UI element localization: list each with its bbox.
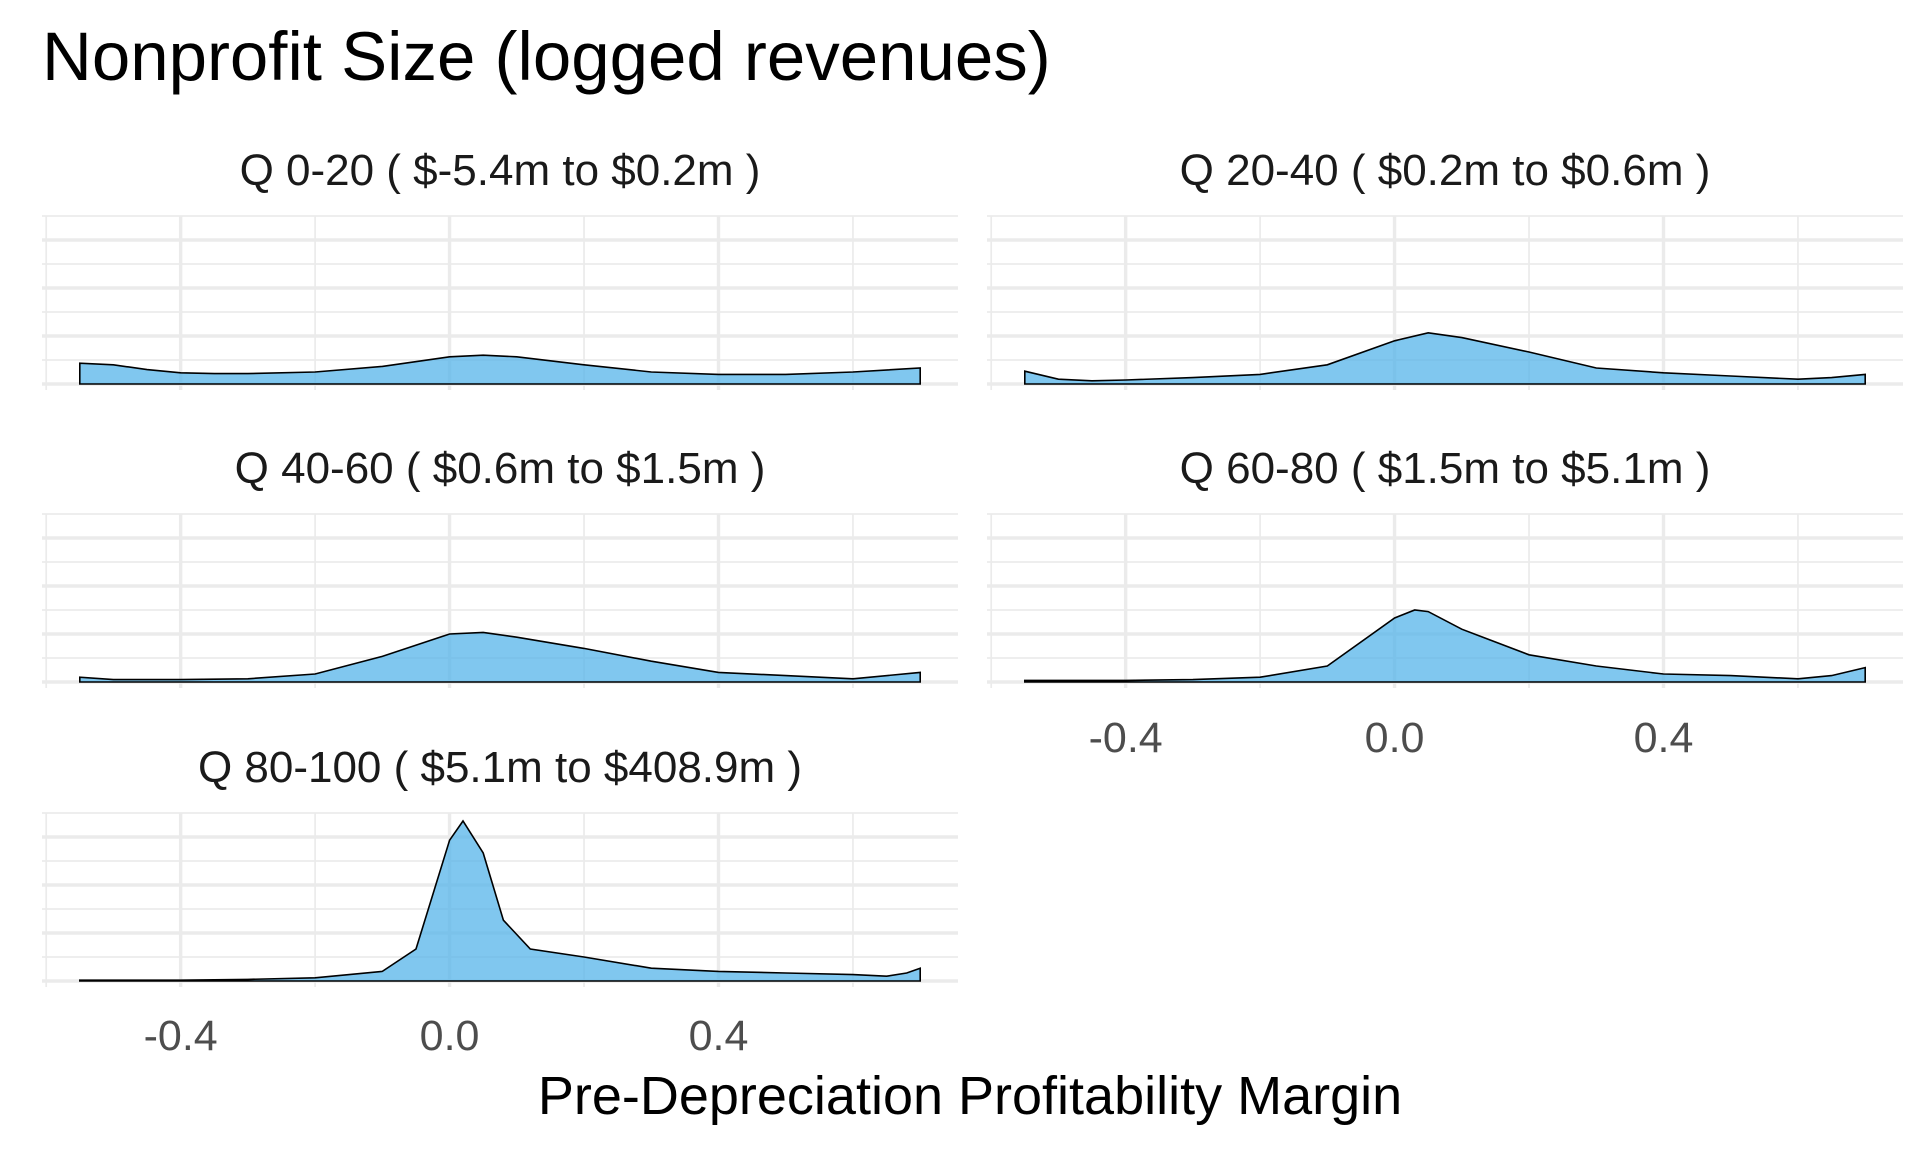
x-tick-label: 0.0 bbox=[1365, 714, 1425, 762]
density-area bbox=[79, 819, 921, 982]
facet-strip-label: Q 20-40 ( $0.2m to $0.6m ) bbox=[1180, 146, 1711, 195]
facet-panel: Q 20-40 ( $0.2m to $0.6m ) bbox=[987, 146, 1903, 390]
x-tick-label: -0.4 bbox=[1089, 714, 1163, 762]
chart-title: Nonprofit Size (logged revenues) bbox=[42, 18, 1051, 95]
x-tick-label: 0.4 bbox=[689, 1012, 749, 1060]
x-axis-label: Pre-Depreciation Profitability Margin bbox=[538, 1066, 1402, 1126]
density-area bbox=[1024, 331, 1866, 385]
x-tick-label: 0.4 bbox=[1634, 714, 1694, 762]
facet-panels: Q 0-20 ( $-5.4m to $0.2m ) Q 20-40 ( $0.2… bbox=[42, 146, 1903, 1060]
facet-strip-label: Q 40-60 ( $0.6m to $1.5m ) bbox=[235, 444, 766, 493]
facet-panel: Q 60-80 ( $1.5m to $5.1m ) -0.4 0.0 0.4 bbox=[987, 444, 1903, 762]
x-tick-label: 0.0 bbox=[420, 1012, 480, 1060]
density-area bbox=[79, 354, 921, 385]
density-area bbox=[79, 631, 921, 683]
facet-panel: Q 80-100 ( $5.1m to $408.9m ) -0.4 0.0 0.4 bbox=[42, 743, 958, 1060]
density-area bbox=[1024, 609, 1866, 683]
facet-panel: Q 0-20 ( $-5.4m to $0.2m ) bbox=[42, 146, 958, 390]
facet-strip-label: Q 0-20 ( $-5.4m to $0.2m ) bbox=[240, 146, 761, 195]
facet-strip-label: Q 60-80 ( $1.5m to $5.1m ) bbox=[1180, 444, 1711, 493]
facet-strip-label: Q 80-100 ( $5.1m to $408.9m ) bbox=[198, 743, 802, 792]
x-tick-label: -0.4 bbox=[144, 1012, 218, 1060]
facet-panel: Q 40-60 ( $0.6m to $1.5m ) bbox=[42, 444, 958, 688]
